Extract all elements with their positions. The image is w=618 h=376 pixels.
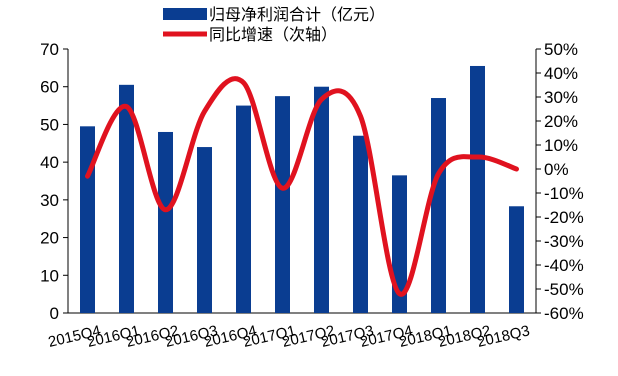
legend-bar-label: 归母净利润合计（亿元） bbox=[209, 5, 385, 24]
bar bbox=[158, 131, 173, 313]
left-tick-label: 10 bbox=[40, 266, 59, 285]
right-tick-label: -60% bbox=[544, 304, 584, 323]
right-tick-label: -10% bbox=[544, 184, 584, 203]
right-axis-ticks: -60% -50% -40% -30% -20% -10% 0% 10% 20% 30% 40% 50… bbox=[536, 40, 584, 323]
legend: 归母净利润合计（亿元） 同比增速（次轴） bbox=[163, 5, 385, 44]
right-tick-label: -50% bbox=[544, 280, 584, 299]
left-tick-label: 60 bbox=[40, 78, 59, 97]
bar bbox=[392, 175, 407, 313]
x-axis-ticks: 2015Q42016Q12016Q22016Q32016Q42017Q12017… bbox=[47, 322, 532, 351]
left-tick-label: 70 bbox=[40, 40, 59, 59]
growth-line bbox=[85, 76, 519, 297]
left-tick-label: 30 bbox=[40, 191, 59, 210]
bar bbox=[314, 86, 329, 313]
bar bbox=[236, 105, 251, 313]
bar bbox=[509, 206, 524, 313]
legend-bar-swatch bbox=[163, 8, 207, 20]
bar bbox=[275, 96, 290, 314]
left-tick-label: 50 bbox=[40, 115, 59, 134]
bar bbox=[197, 147, 212, 313]
right-tick-label: -30% bbox=[544, 232, 584, 251]
right-tick-label: -40% bbox=[544, 256, 584, 275]
legend-line-label: 同比增速（次轴） bbox=[209, 25, 337, 44]
axes bbox=[67, 49, 537, 314]
left-tick-label: 40 bbox=[40, 153, 59, 172]
bar bbox=[470, 65, 485, 313]
right-tick-label: 20% bbox=[544, 112, 578, 131]
left-tick-label: 20 bbox=[40, 229, 59, 248]
bar bbox=[431, 98, 446, 314]
right-tick-label: 40% bbox=[544, 64, 578, 83]
right-tick-label: -20% bbox=[544, 208, 584, 227]
bars bbox=[80, 65, 524, 314]
right-tick-label: 50% bbox=[544, 40, 578, 59]
bar bbox=[353, 135, 368, 313]
right-tick-label: 10% bbox=[544, 136, 578, 155]
left-tick-label: 0 bbox=[50, 304, 59, 323]
left-axis-ticks: 0 10 20 30 40 50 60 70 bbox=[40, 40, 68, 323]
right-tick-label: 30% bbox=[544, 88, 578, 107]
bar bbox=[119, 84, 134, 313]
bar bbox=[80, 126, 95, 313]
line-series bbox=[85, 76, 519, 297]
right-tick-label: 0% bbox=[544, 160, 569, 179]
